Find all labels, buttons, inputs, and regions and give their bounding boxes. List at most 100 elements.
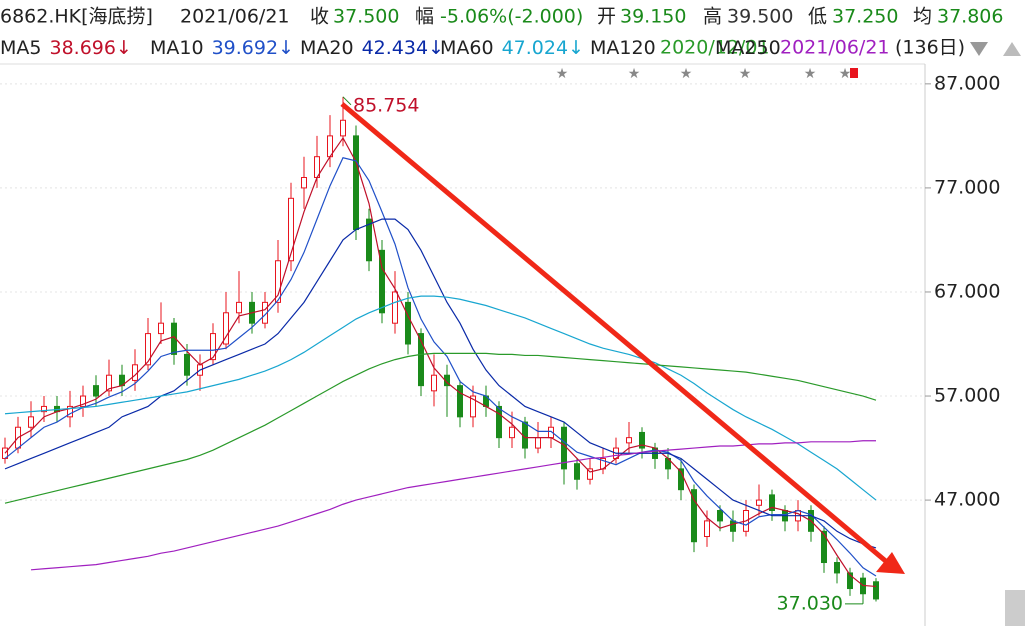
candle-body [93, 385, 99, 397]
y-tick-label: 87.000 [934, 72, 1000, 94]
candle-body [106, 374, 112, 392]
candle-body [821, 530, 827, 564]
star: ★ [739, 66, 752, 82]
ma-line [4, 136, 877, 588]
candle-body [145, 333, 151, 366]
candle-body [340, 119, 346, 137]
candle-body [678, 468, 684, 491]
candle-body [236, 301, 242, 314]
candle-body [353, 135, 359, 231]
candle-body [366, 218, 372, 262]
value: 39.150 [620, 6, 686, 28]
candle-body [509, 426, 515, 439]
value: 37.500 [333, 6, 399, 28]
legend-item: MA5 38.696↓ [0, 37, 132, 59]
high-label: 85.754 [353, 94, 419, 116]
candle-body [847, 572, 853, 590]
stock-name: 6862.HK[海底捞] [0, 6, 153, 28]
candle-body [210, 333, 216, 361]
legend-value: 39.692 [212, 37, 278, 59]
candle-body [587, 468, 593, 480]
candle-body [873, 581, 879, 600]
legend-item: MA120 [590, 37, 656, 59]
legend-item: MA60 47.024↓ [440, 37, 584, 59]
candle-body [574, 463, 580, 480]
value: 37.250 [832, 6, 898, 28]
trend-arrow [340, 102, 890, 565]
candle-body [535, 437, 541, 449]
legend-value: 47.024 [502, 37, 568, 59]
candle-body [457, 385, 463, 418]
ma-line [4, 218, 877, 549]
candle-body [730, 520, 736, 532]
legend-name: MA250 [715, 37, 781, 59]
candle-body [704, 520, 710, 538]
label: 幅 [415, 6, 434, 28]
candle-body [379, 249, 385, 314]
candle-body [470, 395, 476, 418]
collapse-icon[interactable] [1003, 42, 1021, 56]
candle-body [288, 197, 294, 262]
y-tick-label: 67.000 [934, 280, 1000, 302]
candle-body [834, 562, 840, 574]
candle-body [158, 322, 164, 335]
legend-value: 38.696 [49, 37, 115, 59]
scrollbar[interactable] [1005, 590, 1025, 626]
candle-body [756, 499, 762, 506]
candle-body [626, 437, 632, 444]
ma-line [30, 440, 876, 571]
annotation-leader [342, 96, 352, 106]
candle-body [639, 431, 645, 449]
date: 2021/06/21 [180, 6, 290, 28]
candle-body [405, 301, 411, 345]
period: (136日) [895, 37, 965, 59]
candle-body [717, 509, 723, 522]
label: 高 [703, 6, 722, 28]
legend-item: MA10 39.692↓ [150, 37, 294, 59]
legend-name: MA5 [0, 37, 41, 59]
candle-body [80, 395, 86, 407]
y-tick-label: 57.000 [934, 385, 1000, 407]
candle-body [431, 374, 437, 392]
star: ★ [556, 66, 569, 82]
candle-body [41, 405, 47, 413]
star: ★ [839, 66, 852, 82]
label: 收 [310, 6, 329, 28]
label: 低 [808, 6, 827, 28]
ma-line [4, 157, 877, 577]
header: 6862.HK[海底捞] 2021/06/21 收 37.500 幅 -5.06… [0, 6, 1003, 59]
candle-body [301, 177, 307, 189]
value: 39.500 [727, 6, 793, 28]
candle-body [418, 333, 424, 387]
range-end: 2021/06/21 [780, 37, 890, 59]
legend-name: MA60 [440, 37, 494, 59]
star: ★ [804, 66, 817, 82]
trend-arrowhead [876, 552, 905, 574]
candle-body [691, 489, 697, 543]
legend-name: MA120 [590, 37, 656, 59]
marker-flag [850, 68, 858, 78]
ma-line [4, 295, 877, 501]
candle-body [275, 260, 281, 303]
legend-item: MA250 [715, 37, 781, 59]
dropdown-icon[interactable] [970, 42, 988, 56]
legend-trend: ↓ [428, 37, 444, 59]
value: -5.06%(-2.000) [440, 6, 583, 28]
y-tick-label: 47.000 [934, 489, 1000, 511]
candle-body [67, 405, 73, 418]
candle-body [769, 494, 775, 511]
candle-body [223, 312, 229, 345]
candle-body [496, 405, 502, 439]
value: 37.806 [937, 6, 1003, 28]
event-markers: ★ ★ ★ ★ ★ ★ [556, 66, 852, 82]
legend-trend: ↓ [278, 37, 294, 59]
legend-item: MA20 42.434↓ [300, 37, 444, 59]
star: ★ [628, 66, 641, 82]
label: 开 [597, 6, 616, 28]
candle-body [392, 291, 398, 324]
legend-name: MA10 [150, 37, 204, 59]
low-label: 37.030 [777, 592, 843, 614]
